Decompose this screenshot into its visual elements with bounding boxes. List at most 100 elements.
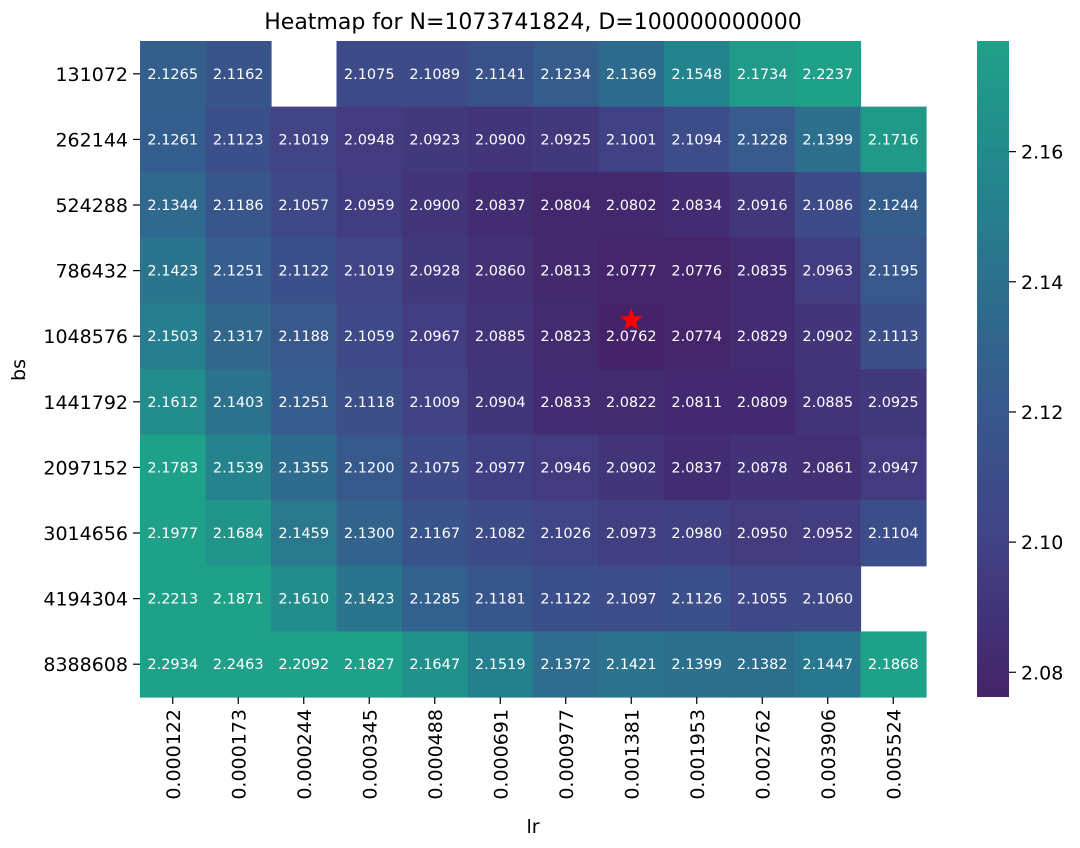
heatmap-cell bbox=[402, 369, 469, 436]
cell-value-label: 2.1057 bbox=[278, 198, 329, 214]
cell-value-label: 2.1019 bbox=[344, 264, 395, 280]
cell-value-label: 2.0833 bbox=[540, 395, 591, 411]
cell-value-label: 2.0822 bbox=[606, 395, 657, 411]
heatmap-cell bbox=[795, 434, 862, 501]
heatmap-cell bbox=[402, 500, 469, 567]
heatmap-cell bbox=[533, 631, 600, 698]
cell-value-label: 2.1009 bbox=[409, 395, 460, 411]
x-tick-label: 0.000488 bbox=[425, 709, 447, 800]
heatmap-cell bbox=[336, 500, 403, 567]
cell-value-label: 2.1251 bbox=[278, 395, 329, 411]
cell-value-label: 2.1055 bbox=[737, 592, 788, 608]
heatmap-cell bbox=[729, 172, 796, 239]
heatmap-cell bbox=[729, 106, 796, 173]
cell-value-label: 2.0902 bbox=[606, 460, 657, 476]
heatmap-cell bbox=[598, 106, 665, 173]
cell-value-label: 2.0977 bbox=[475, 460, 526, 476]
heatmap-cell bbox=[271, 631, 338, 698]
heatmap-cell bbox=[467, 106, 534, 173]
heatmap-cell bbox=[533, 565, 600, 632]
cell-value-label: 2.0946 bbox=[540, 460, 591, 476]
cell-value-label: 2.0834 bbox=[671, 198, 722, 214]
heatmap-cell bbox=[467, 303, 534, 370]
cell-value-label: 2.0928 bbox=[409, 264, 460, 280]
cell-value-label: 2.1783 bbox=[147, 460, 198, 476]
cell-value-label: 2.0900 bbox=[409, 198, 460, 214]
cell-value-label: 2.2092 bbox=[278, 657, 329, 673]
heatmap-cell bbox=[664, 500, 731, 567]
heatmap-cell bbox=[795, 237, 862, 304]
y-tick-label: 1441792 bbox=[43, 392, 128, 414]
heatmap-cell bbox=[860, 172, 927, 239]
heatmap-cell bbox=[271, 500, 338, 567]
chart-title: Heatmap for N=1073741824, D=100000000000 bbox=[264, 10, 802, 35]
heatmap-cell bbox=[205, 369, 272, 436]
cell-value-label: 2.0947 bbox=[868, 460, 919, 476]
cell-value-label: 2.1104 bbox=[868, 526, 919, 542]
cell-value-label: 2.1399 bbox=[802, 132, 853, 148]
heatmap-cell bbox=[860, 303, 927, 370]
cell-value-label: 2.1026 bbox=[540, 526, 591, 542]
cell-value-label: 2.1186 bbox=[213, 198, 264, 214]
heatmap-cell bbox=[795, 303, 862, 370]
heatmap-cell bbox=[336, 106, 403, 173]
heatmap-cell bbox=[533, 303, 600, 370]
heatmap-cell bbox=[205, 434, 272, 501]
heatmap-cell bbox=[271, 172, 338, 239]
cell-value-label: 2.1447 bbox=[802, 657, 853, 673]
cell-value-label: 2.1423 bbox=[344, 592, 395, 608]
cell-value-label: 2.0948 bbox=[344, 132, 395, 148]
heatmap-cell bbox=[598, 500, 665, 567]
cell-value-label: 2.1684 bbox=[213, 526, 264, 542]
heatmap-cell bbox=[271, 434, 338, 501]
heatmap-cell bbox=[664, 172, 731, 239]
cell-value-label: 2.1097 bbox=[606, 592, 657, 608]
cell-value-label: 2.1519 bbox=[475, 657, 526, 673]
heatmap-cell bbox=[140, 500, 207, 567]
cell-value-label: 2.1734 bbox=[737, 67, 788, 83]
cell-value-label: 2.1369 bbox=[606, 67, 657, 83]
colorbar-tick-label: 2.16 bbox=[1021, 142, 1063, 164]
cell-value-label: 2.1548 bbox=[671, 67, 722, 83]
heatmap-cell bbox=[664, 434, 731, 501]
cell-value-label: 2.1086 bbox=[802, 198, 853, 214]
cell-value-label: 2.1871 bbox=[213, 592, 264, 608]
cell-value-label: 2.1181 bbox=[475, 592, 526, 608]
x-tick-label: 0.002762 bbox=[752, 709, 774, 800]
heatmap-cell bbox=[598, 565, 665, 632]
heatmap-cell bbox=[795, 369, 862, 436]
cell-value-label: 2.1195 bbox=[868, 264, 919, 280]
heatmap-cell bbox=[664, 41, 731, 108]
heatmap-cell bbox=[729, 41, 796, 108]
cell-value-label: 2.0967 bbox=[409, 329, 460, 345]
cell-value-label: 2.1094 bbox=[671, 132, 722, 148]
y-tick-label: 3014656 bbox=[43, 523, 128, 545]
cell-value-label: 2.1317 bbox=[213, 329, 264, 345]
heatmap-cell bbox=[467, 172, 534, 239]
cell-value-label: 2.1459 bbox=[278, 526, 329, 542]
x-tick-label: 0.001953 bbox=[687, 709, 709, 800]
cell-value-label: 2.0804 bbox=[540, 198, 591, 214]
colorbar bbox=[977, 41, 1009, 697]
cell-value-label: 2.0829 bbox=[737, 329, 788, 345]
heatmap-cell bbox=[860, 500, 927, 567]
cell-value-label: 2.1122 bbox=[540, 592, 591, 608]
cell-value-label: 2.0776 bbox=[671, 264, 722, 280]
cell-value-label: 2.1372 bbox=[540, 657, 591, 673]
heatmap-cell bbox=[140, 565, 207, 632]
cell-value-label: 2.0837 bbox=[475, 198, 526, 214]
cell-value-label: 2.1300 bbox=[344, 526, 395, 542]
heatmap-cell bbox=[729, 237, 796, 304]
cell-value-label: 2.0902 bbox=[802, 329, 853, 345]
heatmap-cell bbox=[140, 303, 207, 370]
heatmap-cell bbox=[533, 172, 600, 239]
cell-value-label: 2.2213 bbox=[147, 592, 198, 608]
cell-value-label: 2.1868 bbox=[868, 657, 919, 673]
y-tick-label: 4194304 bbox=[43, 589, 128, 611]
x-axis-label: lr bbox=[526, 816, 539, 838]
heatmap-cell bbox=[729, 369, 796, 436]
heatmap-cell bbox=[140, 434, 207, 501]
heatmap-cell bbox=[402, 303, 469, 370]
cell-value-label: 2.1244 bbox=[868, 198, 919, 214]
heatmap-cell bbox=[533, 237, 600, 304]
